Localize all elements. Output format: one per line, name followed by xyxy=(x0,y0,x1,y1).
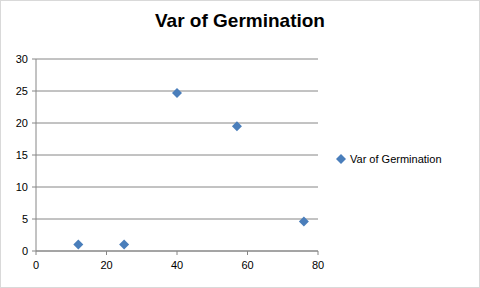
plot-marks xyxy=(73,88,309,250)
chart-title: Var of Germination xyxy=(155,10,325,31)
grid-line xyxy=(36,219,318,220)
x-tick xyxy=(318,251,319,255)
chart-container: Var of Germination 0 5 10 15 20 25 30 0 20 40 60 80 V… xyxy=(0,0,480,288)
legend: Var of Germination xyxy=(336,153,442,165)
legend-marker xyxy=(336,154,346,164)
data-point xyxy=(172,88,182,98)
y-tick xyxy=(32,251,36,252)
x-tick-label: 20 xyxy=(100,259,112,271)
y-tick-label: 15 xyxy=(16,149,28,161)
y-axis xyxy=(36,59,37,251)
x-tick-label: 40 xyxy=(171,259,183,271)
y-tick-label: 30 xyxy=(16,53,28,65)
y-tick-label: 5 xyxy=(22,213,28,225)
data-point xyxy=(299,217,309,227)
y-tick-label: 25 xyxy=(16,85,28,97)
x-tick-label: 80 xyxy=(312,259,324,271)
legend-label: Var of Germination xyxy=(350,153,442,165)
y-tick xyxy=(32,123,36,124)
chart-border xyxy=(1,1,480,288)
grid-line xyxy=(36,155,318,156)
data-point xyxy=(73,240,83,250)
grid-line xyxy=(36,187,318,188)
x-tick xyxy=(247,251,248,255)
y-tick xyxy=(32,187,36,188)
chart-svg: Var of Germination 0 5 10 15 20 25 30 0 20 40 60 80 V… xyxy=(0,0,480,288)
grid-line xyxy=(36,59,318,60)
y-tick xyxy=(32,59,36,60)
y-tick-label: 10 xyxy=(16,181,28,193)
x-tick-label: 60 xyxy=(241,259,253,271)
y-tick xyxy=(32,219,36,220)
y-tick-label: 0 xyxy=(22,245,28,257)
data-point xyxy=(119,240,129,250)
x-tick xyxy=(106,251,107,255)
y-tick-label: 20 xyxy=(16,117,28,129)
y-tick xyxy=(32,155,36,156)
grid-line xyxy=(36,123,318,124)
x-tick-label: 0 xyxy=(33,259,39,271)
data-point xyxy=(232,121,242,131)
x-tick xyxy=(177,251,178,255)
x-tick xyxy=(36,251,37,255)
y-tick xyxy=(32,91,36,92)
